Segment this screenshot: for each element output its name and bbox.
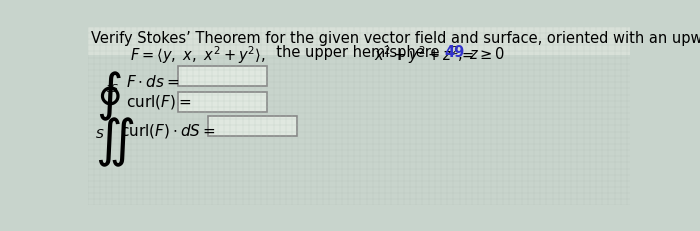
Text: $x^2 + y^2 + z^2 =$: $x^2 + y^2 + z^2 =$ xyxy=(374,45,474,66)
Text: $\iint$: $\iint$ xyxy=(95,115,134,168)
FancyBboxPatch shape xyxy=(208,117,297,137)
Text: 49: 49 xyxy=(444,45,464,60)
Text: $,\ z \geq 0$: $,\ z \geq 0$ xyxy=(457,45,505,63)
Text: $\partial S$: $\partial S$ xyxy=(104,81,119,93)
Text: $\mathrm{curl}(F) \cdot dS =$: $\mathrm{curl}(F) \cdot dS =$ xyxy=(120,121,216,139)
Text: $S$: $S$ xyxy=(95,127,105,140)
Text: $\oint$: $\oint$ xyxy=(97,69,122,122)
Text: $F = \langle y,\ x,\ x^2 + y^2\rangle,$: $F = \langle y,\ x,\ x^2 + y^2\rangle,$ xyxy=(130,45,265,66)
Text: $\mathrm{curl}(F) =$: $\mathrm{curl}(F) =$ xyxy=(126,92,192,110)
Text: Verify Stokes’ Theorem for the given vector field and surface, oriented with an : Verify Stokes’ Theorem for the given vec… xyxy=(92,31,700,46)
FancyBboxPatch shape xyxy=(178,92,267,112)
FancyBboxPatch shape xyxy=(178,67,267,87)
FancyBboxPatch shape xyxy=(88,25,630,56)
Text: the upper hemisphere: the upper hemisphere xyxy=(267,45,444,60)
Text: $F \cdot ds =$: $F \cdot ds =$ xyxy=(126,74,179,90)
